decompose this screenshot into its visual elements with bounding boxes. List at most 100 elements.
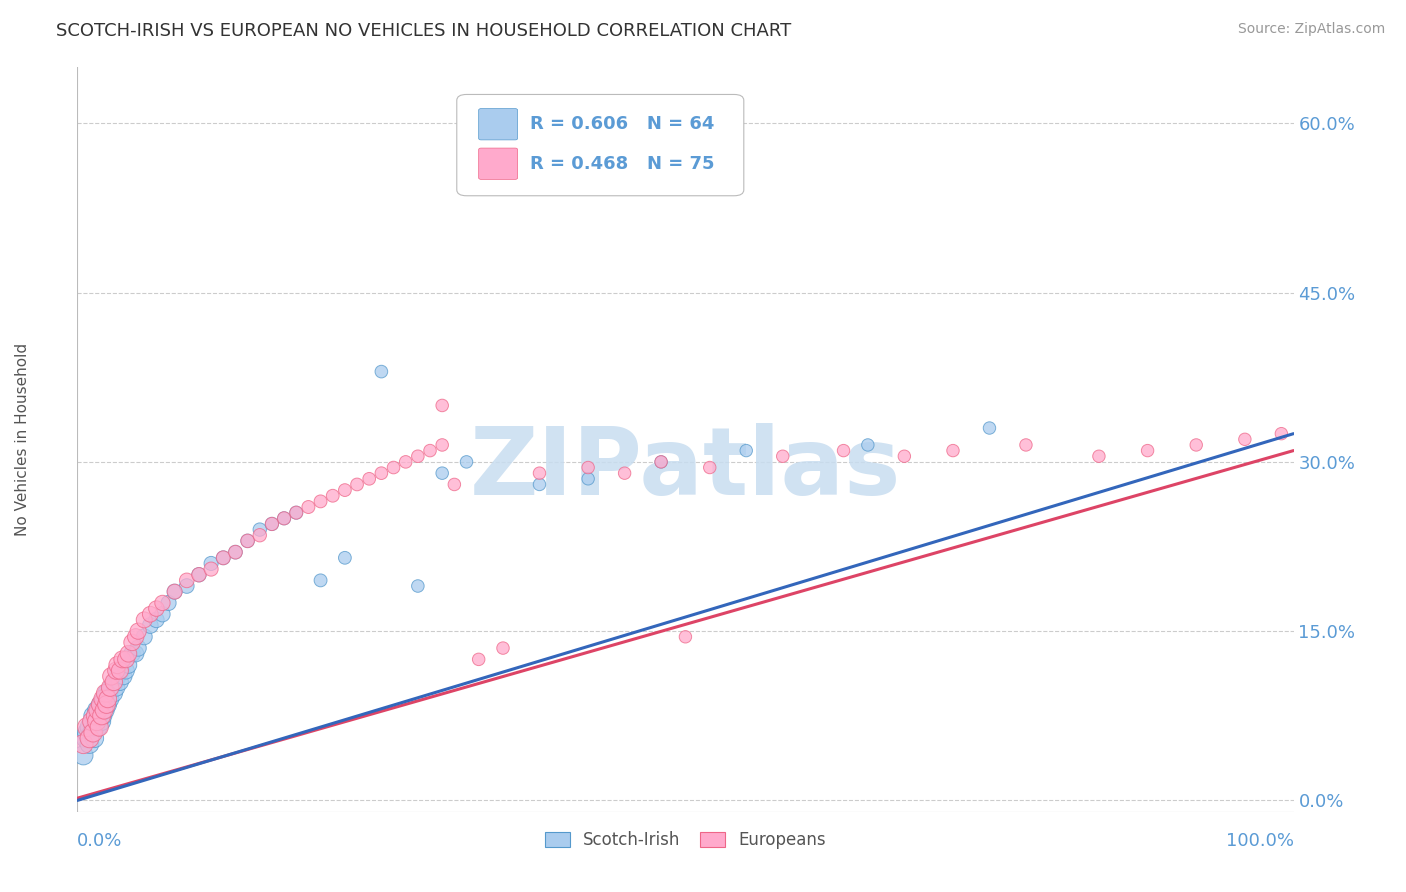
- Point: [224, 545, 246, 559]
- Point: [1015, 438, 1038, 452]
- Point: [893, 449, 915, 463]
- Point: [576, 460, 599, 475]
- FancyBboxPatch shape: [457, 95, 744, 195]
- Point: [236, 533, 259, 548]
- FancyBboxPatch shape: [478, 109, 517, 140]
- Point: [117, 647, 139, 661]
- Point: [297, 500, 319, 514]
- Point: [942, 443, 965, 458]
- Point: [97, 698, 120, 712]
- Point: [96, 686, 118, 700]
- Point: [72, 748, 94, 763]
- Point: [249, 523, 271, 537]
- Point: [200, 562, 222, 576]
- Point: [115, 664, 138, 678]
- Text: R = 0.606   N = 64: R = 0.606 N = 64: [530, 115, 714, 133]
- Point: [145, 613, 167, 627]
- Point: [370, 365, 392, 379]
- Point: [84, 720, 107, 734]
- Point: [82, 725, 104, 739]
- Point: [273, 511, 295, 525]
- Point: [176, 579, 198, 593]
- Point: [249, 528, 271, 542]
- Point: [979, 421, 1001, 435]
- Point: [87, 703, 110, 717]
- Point: [121, 647, 143, 661]
- Text: ZIPatlas: ZIPatlas: [470, 423, 901, 515]
- Point: [98, 681, 121, 695]
- Point: [72, 737, 94, 751]
- Point: [145, 601, 167, 615]
- Point: [103, 675, 125, 690]
- Text: No Vehicles in Household: No Vehicles in Household: [15, 343, 30, 536]
- Point: [650, 455, 672, 469]
- Point: [125, 647, 148, 661]
- Point: [285, 506, 308, 520]
- Point: [89, 708, 111, 723]
- Point: [93, 703, 115, 717]
- Point: [772, 449, 794, 463]
- Point: [856, 438, 879, 452]
- Point: [125, 630, 148, 644]
- Point: [1233, 433, 1256, 447]
- Point: [112, 669, 135, 683]
- Legend: Scotch-Irish, Europeans: Scotch-Irish, Europeans: [538, 824, 832, 855]
- Point: [1136, 443, 1159, 458]
- Text: R = 0.468   N = 75: R = 0.468 N = 75: [530, 154, 714, 173]
- Point: [322, 489, 344, 503]
- Point: [91, 708, 114, 723]
- Point: [1185, 438, 1208, 452]
- Point: [97, 686, 120, 700]
- Point: [309, 494, 332, 508]
- Point: [260, 516, 283, 531]
- Point: [430, 438, 453, 452]
- Point: [333, 483, 356, 497]
- Point: [212, 550, 235, 565]
- Point: [84, 708, 107, 723]
- Point: [90, 708, 112, 723]
- Point: [309, 574, 332, 588]
- Point: [111, 652, 134, 666]
- Point: [96, 698, 118, 712]
- Point: [163, 584, 186, 599]
- Point: [832, 443, 855, 458]
- Point: [76, 720, 98, 734]
- Point: [115, 652, 138, 666]
- Point: [103, 686, 125, 700]
- Point: [273, 511, 295, 525]
- Point: [107, 669, 129, 683]
- Point: [105, 681, 128, 695]
- Point: [188, 567, 211, 582]
- Point: [492, 641, 515, 656]
- Point: [79, 731, 101, 746]
- Point: [89, 720, 111, 734]
- Point: [86, 703, 108, 717]
- Point: [346, 477, 368, 491]
- Point: [406, 579, 429, 593]
- Point: [84, 714, 107, 729]
- Point: [98, 691, 121, 706]
- Point: [188, 567, 211, 582]
- Point: [675, 630, 697, 644]
- Point: [1088, 449, 1111, 463]
- Point: [359, 472, 381, 486]
- Point: [134, 630, 156, 644]
- Point: [333, 550, 356, 565]
- Point: [100, 681, 122, 695]
- Text: Source: ZipAtlas.com: Source: ZipAtlas.com: [1237, 22, 1385, 37]
- Point: [576, 472, 599, 486]
- Point: [89, 698, 111, 712]
- Point: [127, 641, 149, 656]
- Point: [87, 720, 110, 734]
- Point: [443, 477, 465, 491]
- Point: [456, 455, 478, 469]
- Point: [529, 466, 551, 480]
- Point: [699, 460, 721, 475]
- Point: [430, 466, 453, 480]
- Point: [110, 664, 132, 678]
- Point: [430, 399, 453, 413]
- Point: [75, 731, 97, 746]
- Point: [650, 455, 672, 469]
- Point: [93, 691, 115, 706]
- Point: [467, 652, 489, 666]
